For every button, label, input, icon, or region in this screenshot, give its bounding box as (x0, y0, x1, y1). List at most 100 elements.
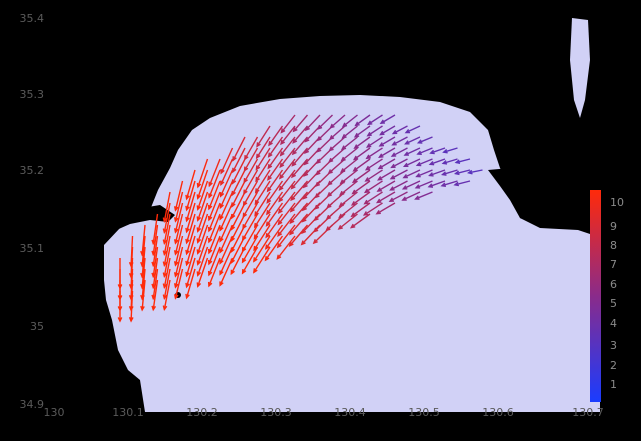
vector-head (363, 199, 369, 205)
vector-head (379, 119, 386, 125)
vector-shaft (197, 180, 209, 210)
vector-shaft (268, 136, 284, 157)
vector-shaft (403, 180, 421, 190)
vector-shaft (267, 147, 284, 169)
vector-head (341, 133, 347, 139)
vector-head (291, 150, 297, 156)
vector-shaft (208, 191, 221, 221)
y-tick: 35.3 (20, 88, 45, 101)
vector-shaft (219, 235, 234, 264)
vector-head (390, 163, 396, 169)
vector-shaft (328, 158, 346, 174)
vector-shaft (280, 114, 296, 133)
vector-head (266, 186, 272, 193)
vector-shaft (185, 268, 196, 298)
vector-shaft (404, 158, 421, 167)
vector-shaft (174, 191, 184, 222)
vector-shaft (208, 169, 221, 198)
vector-head (277, 208, 283, 214)
vector-head (326, 192, 332, 198)
colorbar (590, 190, 601, 402)
vector-head (402, 162, 409, 168)
vector-head (162, 217, 168, 224)
vector-head (196, 260, 202, 266)
vector-shaft (266, 180, 284, 203)
vector-head (185, 194, 190, 201)
vector-head (232, 167, 237, 174)
vector-shaft (174, 224, 184, 255)
vector-shaft (208, 224, 221, 254)
vector-shaft (208, 180, 221, 210)
vector-head (377, 164, 383, 170)
vector-shaft (256, 125, 271, 147)
colorbar-tick: 8 (610, 239, 617, 252)
vector-shaft (253, 246, 271, 273)
vector-shaft (278, 191, 296, 214)
vector-shaft (231, 180, 246, 207)
vector-shaft (230, 202, 246, 230)
vector-head (364, 165, 371, 171)
vector-head (303, 160, 309, 166)
vector-head (230, 247, 235, 254)
vector-shaft (163, 246, 171, 277)
vector-shaft (163, 257, 171, 288)
vector-shaft (276, 235, 296, 260)
vector-shaft (342, 114, 358, 128)
vector-shaft (241, 246, 259, 274)
vector-head (315, 159, 321, 165)
vector-shaft (208, 158, 221, 187)
vector-head (243, 189, 248, 196)
vector-shaft (220, 147, 234, 174)
vector-shaft (231, 169, 246, 196)
vector-head (303, 148, 310, 155)
vector-head (300, 240, 306, 246)
vector-head (302, 183, 308, 189)
vector-shaft (351, 191, 371, 206)
vector-shaft (390, 169, 408, 180)
vector-head (390, 152, 397, 157)
vector-shaft (317, 114, 333, 130)
vector-shaft (277, 224, 296, 248)
colorbar-tick: 1 (610, 378, 617, 391)
vector-head (288, 241, 294, 247)
vector-shaft (219, 191, 234, 220)
vector-head (196, 282, 202, 288)
vector-shaft (352, 180, 371, 195)
vector-shaft (415, 180, 433, 189)
vector-head (173, 294, 179, 300)
vector-head (389, 174, 396, 180)
vector-shaft (241, 224, 259, 252)
vector-shaft (353, 158, 371, 172)
vector-head (241, 269, 247, 275)
vector-head (291, 161, 297, 167)
vector-head (290, 184, 296, 190)
vector-head (352, 166, 358, 172)
vector-shaft (253, 213, 271, 239)
vector-shaft (141, 279, 146, 310)
vector-head (220, 168, 225, 175)
vector-shaft (367, 114, 383, 125)
vector-shaft (341, 136, 358, 150)
vector-shaft (341, 147, 358, 162)
vector-head (402, 173, 408, 179)
vector-head (266, 198, 272, 204)
vector-head (301, 206, 307, 212)
vector-head (196, 194, 202, 200)
vector-shaft (443, 147, 458, 153)
vector-head (267, 164, 273, 170)
vector-shaft (174, 268, 184, 299)
vector-shaft (365, 158, 383, 171)
sea-region (104, 95, 600, 412)
vector-shaft (329, 136, 346, 151)
vector-head (219, 237, 224, 243)
vector-shaft (267, 158, 284, 180)
vector-head (316, 136, 322, 142)
vector-shaft (185, 257, 196, 287)
vector-shaft (185, 213, 196, 243)
vector-shaft (243, 180, 259, 206)
vector-shaft (454, 180, 471, 186)
x-tick: 130.5 (408, 406, 440, 419)
vector-shaft (391, 147, 408, 157)
vector-shaft (364, 180, 383, 193)
vector-head (365, 154, 371, 160)
